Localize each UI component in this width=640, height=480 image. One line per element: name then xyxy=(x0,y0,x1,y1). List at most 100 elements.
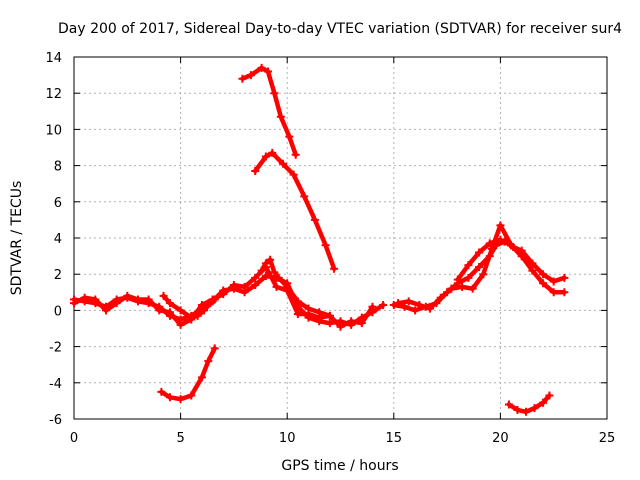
data-point xyxy=(257,63,266,72)
data-point xyxy=(293,297,302,306)
axis-ticks: 0 5 10 15 20 25 -6 -4 -2 0 2 4 6 8 10 12 14 xyxy=(45,51,615,446)
data-point xyxy=(155,306,164,315)
series-line xyxy=(455,237,531,282)
data-point xyxy=(487,244,496,253)
series-arc-3 xyxy=(159,291,219,322)
data-point xyxy=(336,322,345,331)
x-tick-label: 0 xyxy=(70,431,78,446)
x-tick-label: 15 xyxy=(386,431,403,446)
data-point xyxy=(264,67,273,76)
data-point xyxy=(560,273,569,282)
data-point xyxy=(291,150,300,159)
data-point xyxy=(530,404,539,413)
data-point xyxy=(91,295,100,304)
data-point xyxy=(176,320,185,329)
y-tick-label: 14 xyxy=(45,51,62,66)
series-line xyxy=(259,257,333,319)
data-point xyxy=(197,300,206,309)
data-point xyxy=(251,273,260,282)
data-point xyxy=(513,405,522,414)
data-point xyxy=(251,167,260,176)
data-point xyxy=(485,239,494,248)
data-point xyxy=(240,282,249,291)
data-point xyxy=(347,317,356,326)
data-point xyxy=(394,299,403,308)
data-point xyxy=(310,215,319,224)
series-arc-4 xyxy=(257,255,334,320)
data-point xyxy=(549,277,558,286)
data-point xyxy=(144,295,153,304)
data-point xyxy=(193,311,202,320)
y-tick-label: 12 xyxy=(45,87,62,102)
x-tick-label: 25 xyxy=(599,431,616,446)
data-point xyxy=(270,89,279,98)
data-point xyxy=(464,261,473,270)
data-point xyxy=(479,270,488,279)
data-point xyxy=(80,293,89,302)
data-point xyxy=(283,282,292,291)
data-point xyxy=(404,297,413,306)
data-point xyxy=(266,255,275,264)
data-point xyxy=(197,373,206,382)
data-point xyxy=(300,192,309,201)
series-arc-6 xyxy=(238,63,300,159)
data-point xyxy=(539,270,548,279)
data-point xyxy=(285,132,294,141)
data-point xyxy=(325,311,334,320)
data-point xyxy=(379,300,388,309)
data-point xyxy=(304,304,313,313)
data-point xyxy=(276,112,285,121)
y-tick-label: 8 xyxy=(54,160,62,175)
data-point xyxy=(524,257,533,266)
data-point xyxy=(496,235,505,244)
data-point xyxy=(165,308,174,317)
data-point xyxy=(101,306,110,315)
data-point xyxy=(268,148,277,157)
x-tick-label: 20 xyxy=(492,431,509,446)
data-point xyxy=(315,308,324,317)
x-tick-label: 10 xyxy=(279,431,296,446)
data-point xyxy=(507,241,516,250)
series-arc-5 xyxy=(157,344,219,404)
data-point xyxy=(539,279,548,288)
data-point xyxy=(458,282,467,291)
data-point xyxy=(251,281,260,290)
data-point xyxy=(200,306,209,315)
data-point xyxy=(187,313,196,322)
data-point xyxy=(545,391,554,400)
data-point xyxy=(210,344,219,353)
data-point xyxy=(176,306,185,315)
data-point xyxy=(70,299,78,308)
data-point xyxy=(325,319,334,328)
data-point xyxy=(238,74,247,83)
data-point xyxy=(246,71,255,80)
data-point xyxy=(330,264,339,273)
data-point xyxy=(368,302,377,311)
data-point xyxy=(187,391,196,400)
series-line xyxy=(240,65,298,157)
data-point xyxy=(278,159,287,168)
data-point xyxy=(206,299,215,308)
grid-lines xyxy=(74,57,607,419)
data-point xyxy=(504,400,513,409)
data-point xyxy=(436,293,445,302)
data-point xyxy=(204,357,213,366)
data-point xyxy=(274,273,283,282)
data-point xyxy=(123,291,132,300)
x-axis-label: GPS time / hours xyxy=(281,458,398,474)
y-tick-label: -6 xyxy=(49,413,62,428)
data-point xyxy=(453,275,462,284)
y-tick-label: 10 xyxy=(45,123,62,138)
data-point xyxy=(426,304,435,313)
data-point xyxy=(112,299,121,308)
data-point xyxy=(528,266,537,275)
y-tick-label: 0 xyxy=(54,304,62,319)
x-tick-label: 5 xyxy=(176,431,184,446)
series-arc-2 xyxy=(70,262,377,331)
data-point xyxy=(549,288,558,297)
data-point xyxy=(496,221,505,230)
chart-title: Day 200 of 2017, Sidereal Day-to-day VTE… xyxy=(58,21,622,37)
y-axis-label: SDTVAR / TECUs xyxy=(9,181,25,296)
